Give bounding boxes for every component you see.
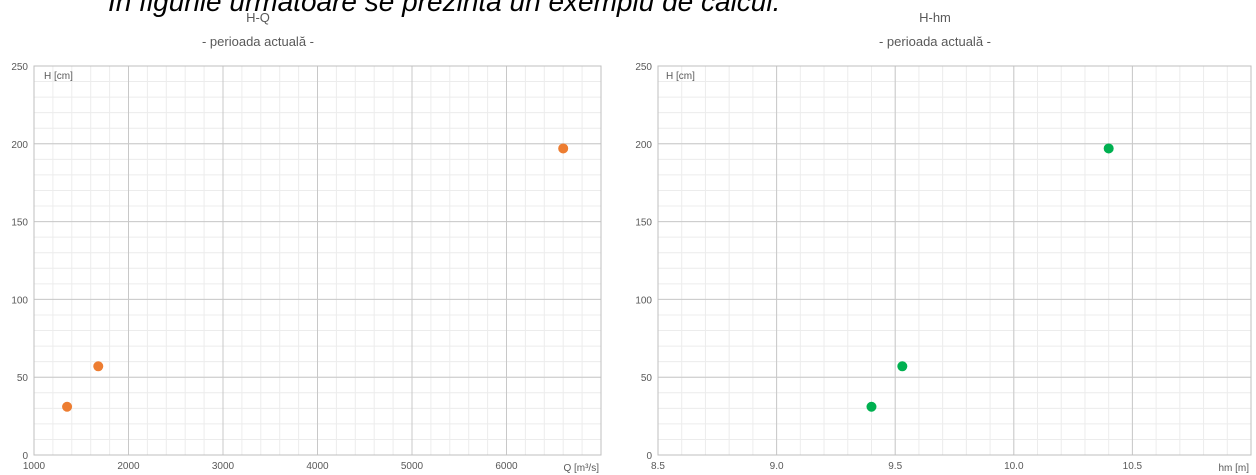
- y-tick-label: 50: [641, 373, 653, 384]
- chart-h-q: H-Q - perioada actuală - 0 50 100 150 200 250 10…: [11, 10, 602, 474]
- y-tick-label: 200: [11, 140, 28, 151]
- x-tick-label: 6000: [495, 461, 518, 472]
- y-tick-label: 250: [11, 62, 28, 73]
- y-tick-label: 50: [17, 373, 29, 384]
- x-tick-label: 8.5: [651, 461, 665, 472]
- x-tick-label: 5000: [401, 461, 424, 472]
- y-tick-label: 100: [635, 295, 652, 306]
- y-tick-label: 200: [635, 140, 652, 151]
- x-tick-label: 3000: [212, 461, 235, 472]
- x-axis-label: Q [m³/s]: [563, 463, 599, 474]
- x-tick-label: 1000: [23, 461, 46, 472]
- data-point: [558, 143, 569, 154]
- y-tick-label: 250: [635, 62, 652, 73]
- x-tick-label: 9.0: [770, 461, 784, 472]
- plot-area-border: [657, 65, 1252, 456]
- y-axis-label: H [cm]: [44, 71, 73, 82]
- chart-title: H-Q: [246, 10, 270, 25]
- x-tick-label: 10.5: [1123, 461, 1143, 472]
- y-tick-label: 150: [11, 218, 28, 229]
- page-caption: În figurile următoare se prezintă un exe…: [108, 0, 781, 17]
- plot-area-border: [33, 65, 602, 456]
- data-point: [897, 361, 908, 372]
- y-tick-label: 150: [635, 218, 652, 229]
- data-point: [62, 401, 73, 412]
- chart-h-hm: H-hm - perioada actuală - 0 50 100 150 200 250 8…: [635, 10, 1252, 474]
- chart-subtitle: - perioada actuală -: [879, 34, 991, 49]
- x-tick-label: 2000: [117, 461, 140, 472]
- data-point: [1103, 143, 1114, 154]
- data-point: [93, 361, 104, 372]
- x-tick-label: 10.0: [1004, 461, 1024, 472]
- chart-subtitle: - perioada actuală -: [202, 34, 314, 49]
- x-tick-label: 9.5: [888, 461, 902, 472]
- y-tick-label: 100: [11, 295, 28, 306]
- x-tick-label: 4000: [306, 461, 329, 472]
- y-tick-label: 0: [22, 451, 28, 462]
- x-axis-label: hm [m]: [1218, 463, 1249, 474]
- chart-title: H-hm: [919, 10, 951, 25]
- y-tick-label: 0: [646, 451, 652, 462]
- y-axis-label: H [cm]: [666, 71, 695, 82]
- data-point: [866, 401, 877, 412]
